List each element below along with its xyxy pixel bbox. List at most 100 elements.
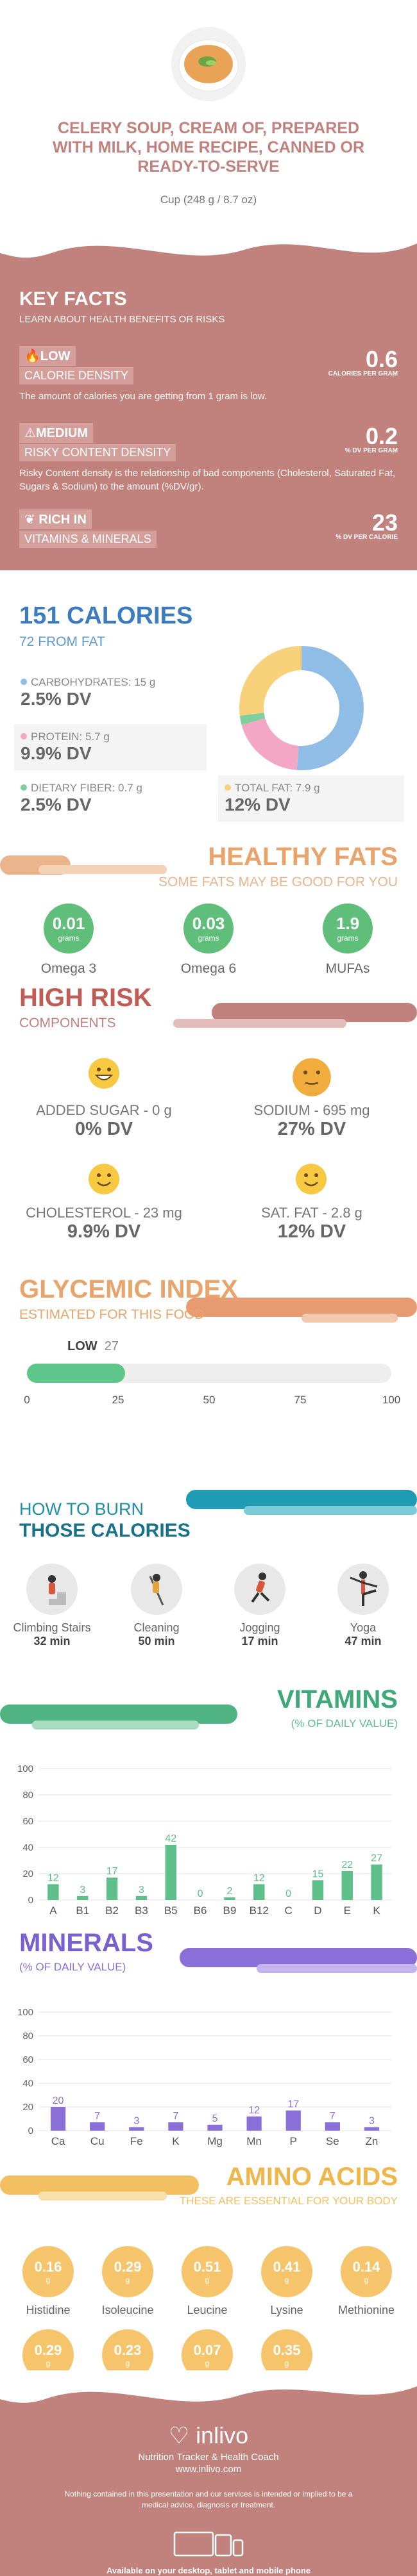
nutrient-fiber: DIETARY FIBER: 0.7 g 2.5% DV [14,775,207,822]
bar-B3 [135,1895,148,1900]
key-facts-title: KEY FACTS [19,288,127,310]
fat-name: Omega 6 [180,961,237,976]
fact-unit: CALORIES PER GRAM [328,370,398,377]
bar-value-label: 7 [330,2111,336,2122]
risk-dv: 9.9% DV [67,1221,141,1242]
footer-url[interactable]: www.inlivo.com [175,2464,242,2475]
x-tick-label: C [284,1904,292,1917]
y-tick-label: 40 [22,2078,33,2089]
banner-decoration [302,1314,398,1323]
footer-tagline: Nutrition Tracker & Health Coach [138,2452,279,2463]
burn-activity: Cleaning [133,1621,180,1634]
x-tick-label: B1 [76,1904,89,1917]
burn-title-line1: HOW TO BURN [19,1499,144,1519]
x-tick-label: B2 [105,1904,119,1917]
bar-value-label: 42 [165,1833,176,1844]
bar-K [168,2122,183,2131]
fat-circle-omega3: 0.01 grams [44,904,94,954]
jogging-icon [234,1564,285,1615]
glycemic-tick: 50 [203,1394,216,1406]
burn-activity: Climbing Stairs [13,1621,91,1634]
high-risk-subtitle: COMPONENTS [19,1016,116,1030]
vitamins-subtitle: (% OF DAILY VALUE) [291,1717,398,1730]
amino-subtitle: THESE ARE ESSENTIAL FOR YOUR BODY [179,2195,398,2207]
banner-decoration [257,1964,417,1973]
amino-name: Methionine [337,2304,395,2316]
fact-label: VITAMINS & MINERALS [19,531,157,548]
bar-D [312,1880,324,1900]
y-tick-label: 60 [22,2054,33,2065]
x-tick-label: Ca [51,2135,65,2147]
bar-value-label: 12 [253,1872,265,1883]
burn-time: 47 min [345,1635,382,1647]
bar-value-label: 3 [369,2115,375,2126]
key-facts-subtitle: LEARN ABOUT HEALTH BENEFITS OR RISKS [19,314,225,325]
food-title: CELERY SOUP, CREAM OF, PREPARED WITH MIL… [52,119,365,176]
fat-value: 0.01 [52,914,85,933]
fact-value: 23 [371,509,398,536]
bar-P [285,2110,301,2131]
fat-name: Omega 3 [40,961,97,976]
risk-sat-fat: SAT. FAT - 2.8 g 12% DV [216,1205,408,1243]
amino-name: Lysine [270,2304,303,2316]
x-tick-label: Cu [90,2135,105,2147]
glycemic-title: GLYCEMIC INDEX [19,1275,238,1303]
bar-B12 [253,1884,265,1900]
burn-title-line2: THOSE CALORIES [19,1520,191,1541]
donut-slice-carbs [296,646,364,770]
healthy-fats-title: HEALTHY FATS [208,843,398,871]
heart-logo-icon: ♡ [168,2422,190,2448]
banner-decoration [244,1506,417,1515]
fact-value: 0.6 [365,346,398,372]
glycemic-subtitle: ESTIMATED FOR THIS FOOD [19,1307,205,1322]
amino-leucine: 0.51 g Leucine [178,2246,236,2317]
risk-dv: 0% DV [74,1119,133,1139]
donut-slice-protein [241,718,300,770]
fact-description: Risky Content density is the relationshi… [19,468,396,492]
amino-unit: g [205,2359,210,2368]
amino-value: 0.51 [193,2259,221,2275]
bar-B1 [77,1895,89,1900]
bar-Se [325,2122,340,2131]
amino-value: 0.41 [273,2259,301,2275]
bar-K [371,1864,382,1900]
x-tick-label: K [172,2135,180,2147]
x-tick-label: E [344,1904,351,1917]
bar-value-label: 5 [212,2113,218,2124]
amino-value: 0.16 [34,2259,62,2275]
nutrient-fat: TOTAL FAT: 7.9 g 12% DV [218,775,404,822]
glycemic-fill [27,1364,126,1383]
amino-circle: 0.29 g [102,2246,153,2297]
healthy-fats-subtitle: SOME FATS MAY BE GOOD FOR YOU [158,875,398,889]
fact-level: MEDIUM [35,426,89,440]
fact-label: RISKY CONTENT DENSITY [19,444,176,461]
risk-cholesterol: CHOLESTEROL - 23 mg 9.9% DV [8,1205,200,1243]
bar-Cu [90,2122,105,2131]
bar-value-label: 3 [80,1885,85,1895]
fiber-dot-icon [21,784,27,791]
y-tick-label: 80 [22,1790,33,1801]
x-tick-label: B9 [223,1904,237,1917]
burn-time: 50 min [138,1635,175,1647]
bar-value-label: 22 [341,1860,353,1870]
bar-value-label: 3 [133,2115,139,2126]
amino-unit: g [364,2275,369,2284]
fat-value: 0.03 [192,914,225,933]
smile-face-icon [296,1164,327,1194]
amino-value: 0.29 [114,2259,142,2275]
bar-value-label: 2 [226,1886,232,1897]
glycemic-readout: LOW 27 [67,1339,119,1354]
risk-dv: 12% DV [277,1221,346,1242]
y-tick-label: 20 [22,1869,33,1879]
nutrient-protein: PROTEIN: 5.7 g 9.9% DV [14,724,207,770]
glycemic-tick: 75 [294,1394,307,1406]
glycemic-level: LOW [67,1339,98,1353]
x-tick-label: B6 [194,1904,207,1917]
amino-value: 0.14 [352,2259,380,2275]
risk-label: CHOLESTEROL - 23 mg [26,1205,182,1221]
bar-Fe [129,2127,144,2131]
amino-name: Isoleucine [101,2304,154,2316]
risk-label: SODIUM - 695 mg [253,1102,370,1118]
nutrient-label: DIETARY FIBER: 0.7 g [31,782,142,794]
